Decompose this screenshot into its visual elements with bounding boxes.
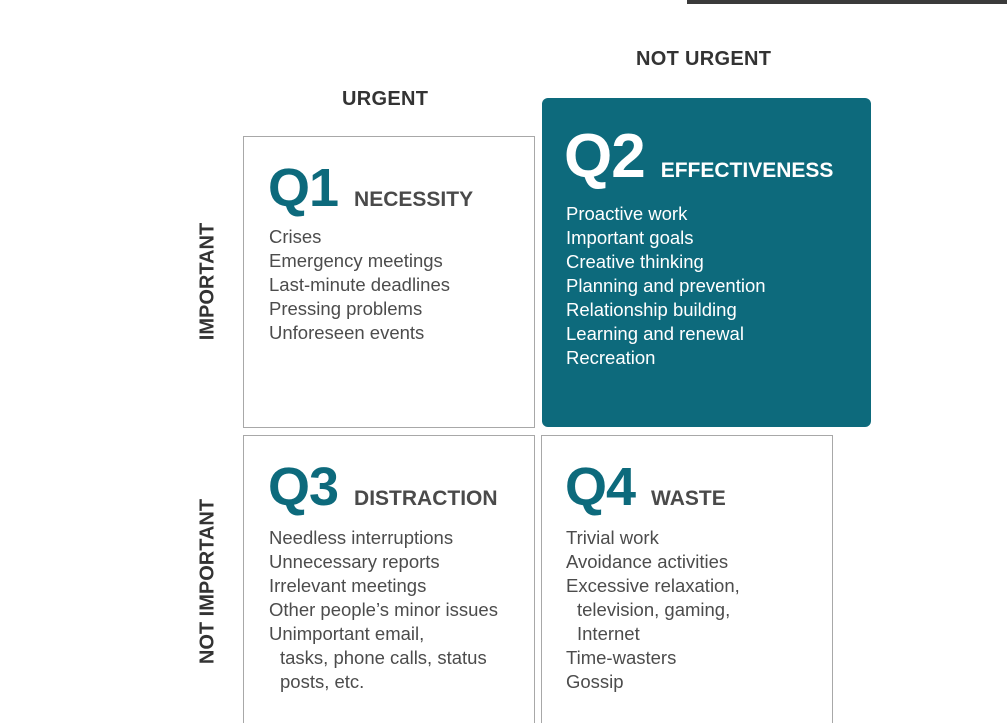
list-item: Relationship building [566, 299, 737, 320]
quadrant-q3-title: DISTRACTION [354, 487, 498, 510]
list-item: Time-wasters [566, 647, 677, 668]
list-item: Trivial work [566, 527, 659, 548]
quadrant-q4-list: Trivial work Avoidance activities Excess… [566, 526, 740, 694]
quadrant-q2: Q2 EFFECTIVENESS Proactive work Importan… [542, 98, 871, 427]
top-edge-bar [687, 0, 1007, 4]
list-item: Unimportant email, [269, 623, 425, 644]
quadrant-q1-list: Crises Emergency meetings Last-minute de… [269, 225, 450, 345]
list-item: Gossip [566, 671, 624, 692]
list-item: Learning and renewal [566, 323, 744, 344]
quadrant-q3-header: Q3 DISTRACTION [268, 460, 498, 514]
quadrant-q2-header: Q2 EFFECTIVENESS [564, 126, 833, 188]
list-item: Recreation [566, 347, 656, 368]
quadrant-q4: Q4 WASTE Trivial work Avoidance activiti… [541, 435, 833, 723]
quadrant-q2-number: Q2 [564, 122, 646, 191]
list-item: Proactive work [566, 203, 688, 224]
quadrant-q4-title: WASTE [651, 487, 726, 510]
list-item: Planning and prevention [566, 275, 766, 296]
row-label-not-important: NOT IMPORTANT [196, 498, 219, 665]
quadrant-q1-number: Q1 [268, 158, 339, 218]
list-item: Emergency meetings [269, 250, 443, 271]
row-label-important: IMPORTANT [196, 222, 219, 341]
quadrant-q1-title: NECESSITY [354, 188, 474, 211]
list-item: Unforeseen events [269, 322, 425, 343]
list-item: Other people’s minor issues [269, 599, 498, 620]
quadrant-q2-title: EFFECTIVENESS [660, 159, 834, 182]
quadrant-q3: Q3 DISTRACTION Needless interruptions Un… [243, 435, 535, 723]
quadrant-q4-number: Q4 [565, 457, 636, 517]
list-item: Creative thinking [566, 251, 704, 272]
quadrant-q3-list: Needless interruptions Unnecessary repor… [269, 526, 498, 694]
list-item: Last-minute deadlines [269, 274, 450, 295]
list-item: Avoidance activities [566, 551, 729, 572]
list-item: Crises [269, 226, 322, 247]
list-item: Excessive relaxation, [566, 575, 740, 596]
list-item: Pressing problems [269, 298, 423, 319]
list-item: Irrelevant meetings [269, 575, 427, 596]
quadrant-q3-number: Q3 [268, 457, 339, 517]
quadrant-q4-header: Q4 WASTE [565, 460, 726, 514]
list-item: Unnecessary reports [269, 551, 440, 572]
column-label-not-urgent: NOT URGENT [636, 48, 772, 70]
quadrant-q1: Q1 NECESSITY Crises Emergency meetings L… [243, 136, 535, 428]
quadrant-q2-list: Proactive work Important goals Creative … [566, 202, 766, 370]
list-item: Important goals [566, 227, 694, 248]
column-label-urgent: URGENT [342, 88, 429, 110]
list-item: posts, etc. [280, 671, 365, 692]
list-item: television, gaming, [577, 599, 731, 620]
list-item: Internet [577, 623, 640, 644]
list-item: Needless interruptions [269, 527, 454, 548]
quadrant-q1-header: Q1 NECESSITY [268, 161, 473, 215]
list-item: tasks, phone calls, status [280, 647, 487, 668]
